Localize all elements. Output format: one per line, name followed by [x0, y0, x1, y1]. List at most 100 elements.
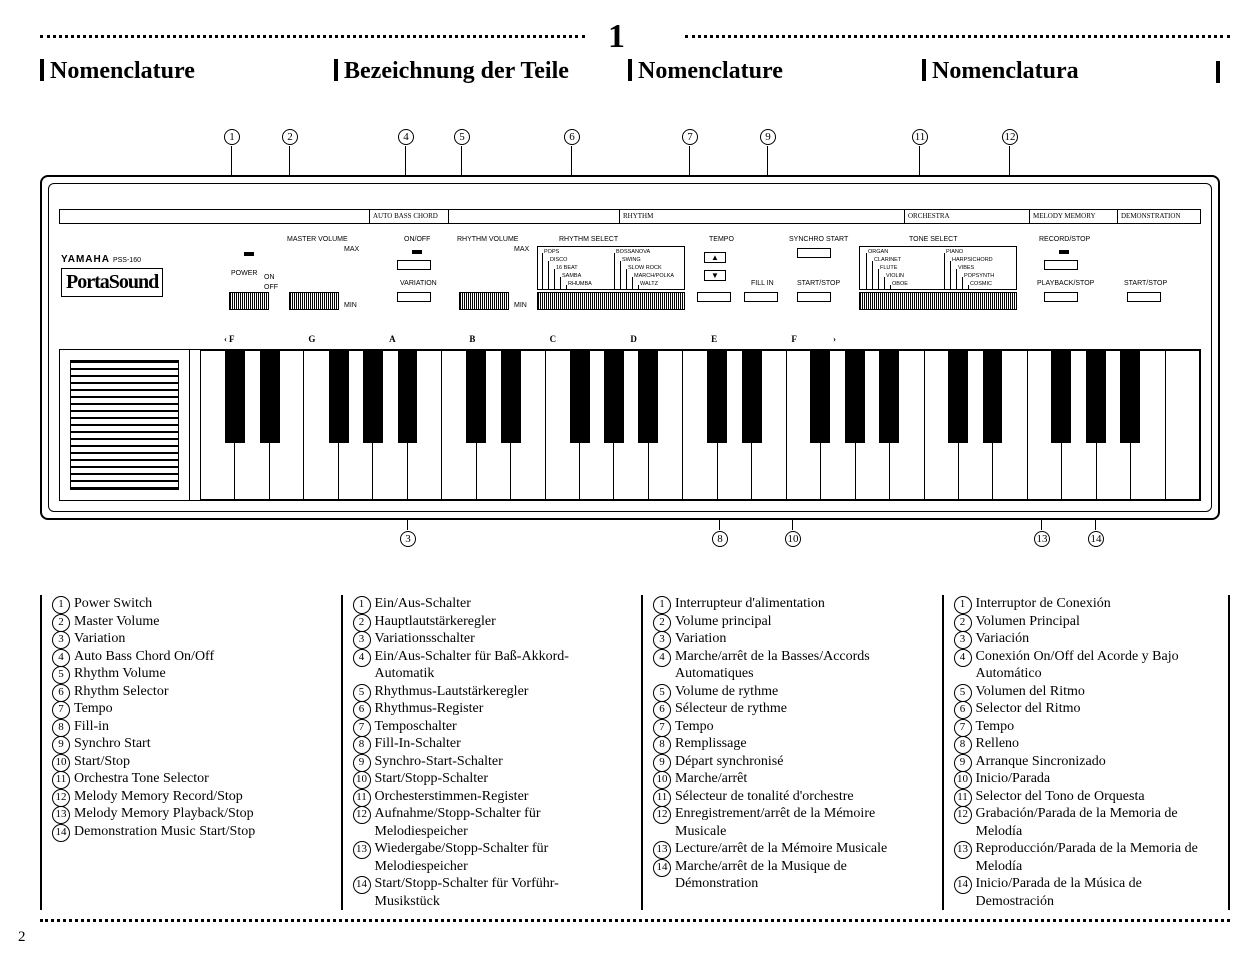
black-key — [501, 351, 521, 443]
tempo-down-icon: ▼ — [711, 271, 719, 280]
label-min-1: MIN — [344, 302, 357, 309]
dotted-rule-top-right — [685, 35, 1230, 38]
playback-stop-button — [1044, 292, 1078, 302]
legend-item: Synchro Start — [52, 735, 321, 753]
legend-item: Tempo — [954, 718, 1223, 736]
tone-name: POPSYNTH — [964, 273, 994, 279]
rhythm-name: BOSSANOVA — [616, 249, 650, 255]
label-tempo: TEMPO — [709, 236, 734, 243]
label-max-1: MAX — [344, 246, 359, 253]
legend-item: Aufnahme/Stopp-Schalter für Melodiespeic… — [353, 805, 622, 840]
page-number: 2 — [18, 929, 26, 946]
legend-item: Enregistrement/arrêt de la Mémoire Music… — [653, 805, 922, 840]
legend-col-en: Power SwitchMaster VolumeVariationAuto B… — [40, 595, 321, 910]
label-variation: VARIATION — [400, 280, 437, 287]
page: 1 Nomenclature Bezeichnung der Teile Nom… — [0, 0, 1250, 954]
legend-item: Conexión On/Off del Acorde y Bajo Automá… — [954, 648, 1223, 683]
callout-top: 9 — [758, 128, 778, 145]
rhythm-name: POPS — [544, 249, 559, 255]
black-key — [466, 351, 486, 443]
legend-item: Marche/arrêt — [653, 770, 922, 788]
callout-top: 5 — [452, 128, 472, 145]
legend-item: Tempo — [52, 700, 321, 718]
legend-item: Variación — [954, 630, 1223, 648]
black-keys — [201, 351, 1199, 443]
legend-item: Marche/arrêt de la Basses/Accords Automa… — [653, 648, 922, 683]
rhythm-name: SAMBA — [562, 273, 581, 279]
heading-fr: Nomenclature — [628, 58, 922, 85]
record-stop-button — [1044, 260, 1078, 270]
legend-item: Fill-In-Schalter — [353, 735, 622, 753]
demo-startstop-button — [1127, 292, 1161, 302]
legend-item: Sélecteur de tonalité d'orchestre — [653, 788, 922, 806]
legend-item: Inicio/Parada — [954, 770, 1223, 788]
legend-item: Marche/arrêt de la Musique de Démonstrat… — [653, 858, 922, 893]
black-key — [329, 351, 349, 443]
label-min-2: MIN — [514, 302, 527, 309]
legend-item: Rhythm Volume — [52, 665, 321, 683]
section-headings: Nomenclature Bezeichnung der Teile Nomen… — [40, 58, 1220, 85]
black-key — [398, 351, 418, 443]
callout-bottom: 14 — [1086, 530, 1106, 547]
legend-item: Volumen del Ritmo — [954, 683, 1223, 701]
heading-end-bar — [1216, 61, 1220, 83]
rhythm-name: SLOW ROCK — [628, 265, 662, 271]
keys — [200, 350, 1200, 500]
rhythm-name: WALTZ — [640, 281, 658, 287]
tone-name: OBOE — [892, 281, 908, 287]
legend-item: Variationsschalter — [353, 630, 622, 648]
legend-item: Remplissage — [653, 735, 922, 753]
black-key — [1120, 351, 1140, 443]
legend-item: Rhythmus-Register — [353, 700, 622, 718]
legend-item: Ein/Aus-Schalter für Baß-Akkord-Automati… — [353, 648, 622, 683]
dotted-rule-bottom — [40, 919, 1230, 922]
label-rhythm-select: RHYTHM SELECT — [559, 236, 618, 243]
callout-bottom: 8 — [710, 530, 730, 547]
record-led — [1059, 250, 1069, 254]
callout-top: 12 — [1000, 128, 1020, 145]
label-synchro: SYNCHRO START — [789, 236, 848, 243]
heading-de: Bezeichnung der Teile — [334, 58, 628, 85]
legend-item: Demonstration Music Start/Stop — [52, 823, 321, 841]
rhythm-volume-slider — [459, 292, 509, 310]
power-led — [244, 252, 254, 256]
legend-item: Start/Stop — [52, 753, 321, 771]
tone-name: ORGAN — [868, 249, 888, 255]
legend-item: Wiedergabe/Stopp-Schalter für Melodiespe… — [353, 840, 622, 875]
legend-item: Synchro-Start-Schalter — [353, 753, 622, 771]
legend-item: Variation — [52, 630, 321, 648]
rhythm-select-slider — [537, 292, 685, 310]
legend-item: Lecture/arrêt de la Mémoire Musicale — [653, 840, 922, 858]
callout-top: 4 — [396, 128, 416, 145]
dotted-rule-top-left — [40, 35, 585, 38]
legend-item: Volume principal — [653, 613, 922, 631]
callout-bottom: 10 — [783, 530, 803, 547]
label-rhythm-volume: RHYTHM VOLUME — [457, 236, 518, 243]
label-startstop: START/STOP — [797, 280, 840, 287]
legend-item: Sélecteur de rythme — [653, 700, 922, 718]
legend-col-de: Ein/Aus-SchalterHauptlautstärkereglerVar… — [341, 595, 622, 910]
legend-item: Arranque Sincronizado — [954, 753, 1223, 771]
black-key — [845, 351, 865, 443]
keyboard — [59, 349, 1201, 501]
legend-item: Selector del Tono de Orquesta — [954, 788, 1223, 806]
legend-item: Grabación/Parada de la Memoria de Melodí… — [954, 805, 1223, 840]
callout-top: 7 — [680, 128, 700, 145]
tempo-up-icon: ▲ — [711, 253, 719, 262]
rhythm-name: MARCH/POLKA — [634, 273, 674, 279]
tone-name: HARPSICHORD — [952, 257, 993, 263]
black-key — [363, 351, 383, 443]
heading-es: Nomenclatura — [922, 58, 1216, 85]
legend: Power SwitchMaster VolumeVariationAuto B… — [40, 595, 1230, 910]
panel-section-orchestra: ORCHESTRA — [904, 209, 950, 224]
heading-en: Nomenclature — [40, 58, 334, 85]
legend-item: Volumen Principal — [954, 613, 1223, 631]
tone-name: FLUTE — [880, 265, 897, 271]
tone-name: CLARINET — [874, 257, 901, 263]
legend-item: Orchesterstimmen-Register — [353, 788, 622, 806]
label-on: ON — [264, 274, 275, 281]
label-playback-stop: PLAYBACK/STOP — [1037, 280, 1094, 287]
label-off: OFF — [264, 284, 278, 291]
callout-top: 11 — [910, 128, 930, 145]
tone-name: VIBES — [958, 265, 974, 271]
